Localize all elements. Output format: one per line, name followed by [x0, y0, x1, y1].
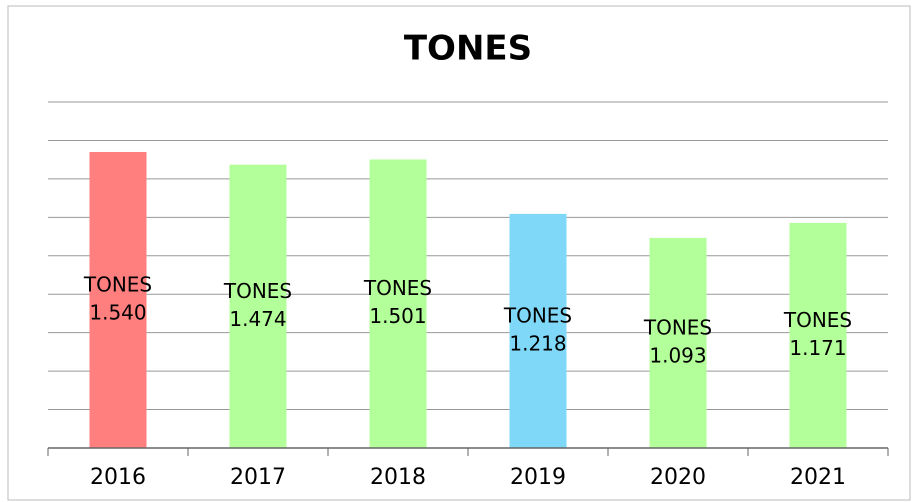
bar: [89, 151, 147, 448]
data-label: 1.501: [369, 304, 426, 328]
data-label: 1.171: [789, 336, 846, 360]
x-tick-label: 2018: [370, 465, 426, 490]
data-label: 1.093: [649, 343, 706, 367]
x-tick-label: 2020: [650, 465, 706, 490]
data-label-name: TONES: [503, 303, 572, 327]
data-label: 1.218: [509, 331, 566, 355]
chart-title: TONES: [404, 29, 532, 69]
data-label-name: TONES: [83, 272, 152, 296]
data-label: 1.540: [89, 300, 146, 324]
bar: [509, 213, 567, 448]
chart-border: [7, 5, 911, 501]
data-label-name: TONES: [363, 276, 432, 300]
data-label-name: TONES: [783, 308, 852, 332]
x-tick-label: 2019: [510, 465, 566, 490]
data-label-name: TONES: [223, 279, 292, 303]
x-tick-label: 2021: [790, 465, 846, 490]
x-tick-label: 2016: [90, 465, 146, 490]
data-label: 1.474: [229, 307, 286, 331]
x-tick-label: 2017: [230, 465, 286, 490]
bar: [649, 237, 707, 448]
bar: [369, 159, 427, 449]
bar: [789, 222, 847, 448]
data-label-name: TONES: [643, 315, 712, 339]
bar: [229, 164, 287, 449]
